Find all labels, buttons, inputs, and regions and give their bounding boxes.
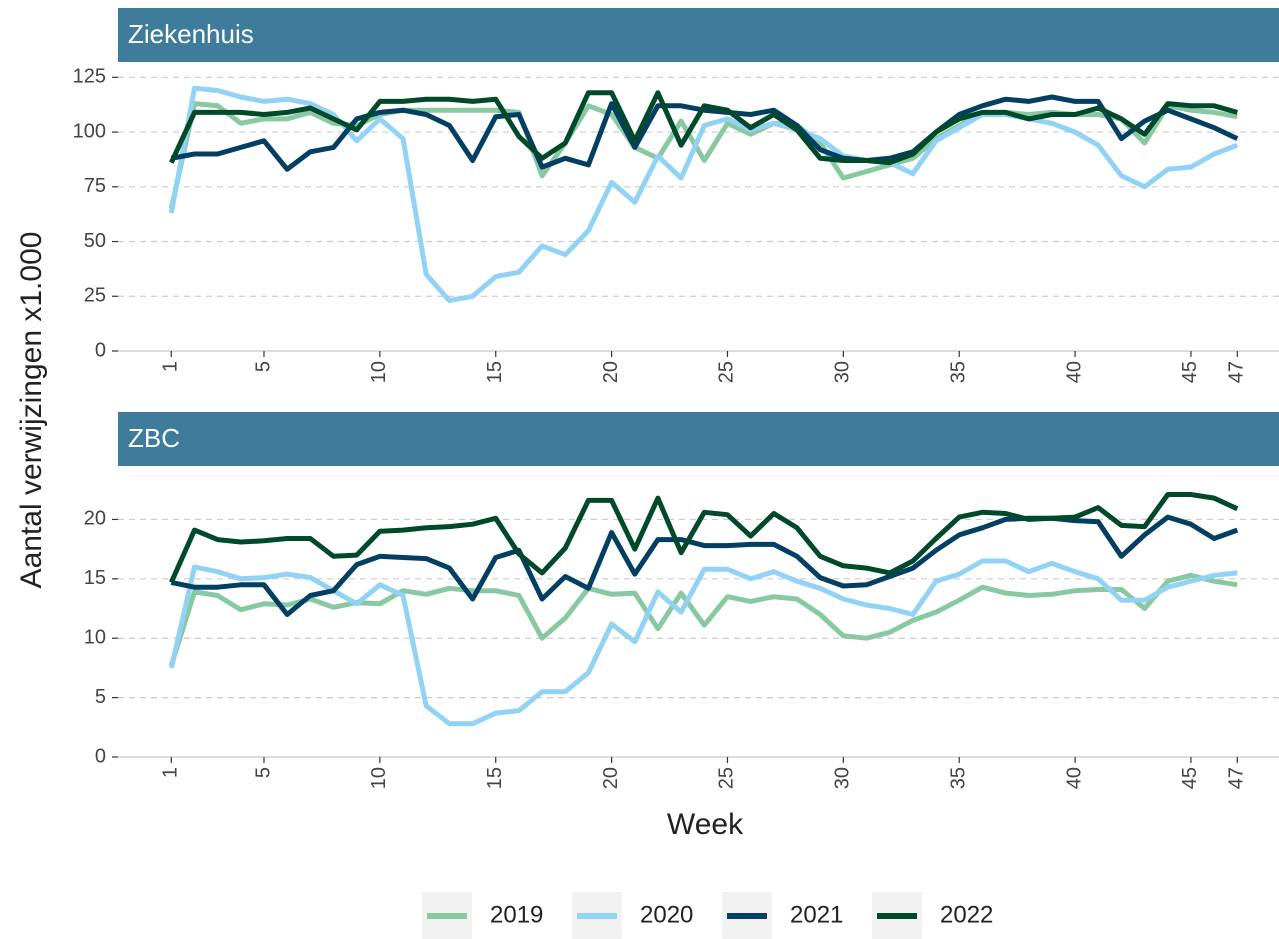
x-tick-label: 30 — [832, 361, 854, 383]
x-tick-label: 10 — [368, 361, 390, 383]
x-tick-label: 35 — [947, 767, 969, 789]
legend-label: 2021 — [790, 901, 843, 928]
y-tick-label: 15 — [84, 567, 106, 589]
x-tick-label: 15 — [484, 767, 506, 789]
y-tick-label: 50 — [84, 230, 106, 252]
x-tick-label: 45 — [1179, 767, 1201, 789]
x-tick-label: 40 — [1063, 361, 1085, 383]
x-tick-label: 45 — [1179, 361, 1201, 383]
x-tick-label: 47 — [1226, 361, 1248, 383]
x-tick-label: 5 — [252, 361, 274, 372]
x-tick-label: 20 — [600, 767, 622, 789]
legend-label: 2020 — [640, 901, 693, 928]
series-line — [169, 492, 1239, 584]
strip — [118, 8, 1279, 62]
x-tick-label: 1 — [160, 767, 182, 778]
x-tick-label: 30 — [832, 767, 854, 789]
x-tick-label: 40 — [1063, 767, 1085, 789]
y-axis-title: Aantal verwijzingen x1.000 — [15, 232, 48, 589]
x-tick-label: 1 — [160, 361, 182, 372]
y-tick-label: 25 — [84, 285, 106, 307]
x-tick-label: 35 — [947, 361, 969, 383]
x-tick-label: 15 — [484, 361, 506, 383]
y-tick-label: 100 — [73, 120, 106, 142]
y-tick-label: 10 — [84, 627, 106, 649]
x-tick-label: 25 — [716, 767, 738, 789]
x-tick-label: 20 — [600, 361, 622, 383]
y-tick-label: 20 — [84, 508, 106, 530]
series-line — [169, 90, 1238, 166]
y-tick-label: 75 — [84, 175, 106, 197]
y-tick-label: 0 — [95, 745, 106, 767]
legend-label: 2022 — [940, 901, 993, 928]
x-tick-label: 47 — [1226, 767, 1248, 789]
y-tick-label: 0 — [95, 339, 106, 361]
y-tick-label: 125 — [73, 66, 106, 88]
legend-label: 2019 — [490, 901, 543, 928]
panel-title: ZBC — [128, 423, 180, 453]
y-tick-label: 5 — [95, 686, 106, 708]
x-tick-label: 5 — [252, 767, 274, 778]
x-axis-title: Week — [667, 808, 744, 841]
x-tick-label: 25 — [716, 361, 738, 383]
panel-title: Ziekenhuis — [128, 19, 254, 49]
series-line — [168, 572, 1238, 667]
series-line — [170, 514, 1239, 617]
series-line — [168, 558, 1238, 727]
strip — [118, 412, 1279, 466]
x-tick-label: 10 — [368, 767, 390, 789]
